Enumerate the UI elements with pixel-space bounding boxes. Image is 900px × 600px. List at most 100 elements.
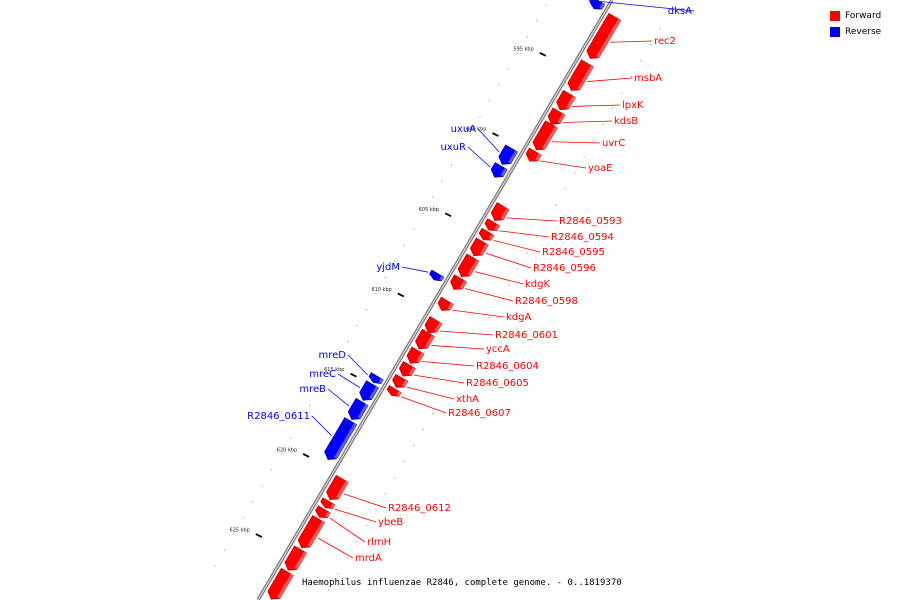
gene-R2846_0594[interactable] bbox=[483, 218, 501, 234]
gene-label[interactable]: R2846_0595 bbox=[542, 247, 605, 258]
gene-label[interactable]: uxuA bbox=[451, 124, 477, 135]
scale-dot bbox=[488, 316, 490, 318]
gene-arrow bbox=[490, 162, 508, 178]
gene-uxuA[interactable] bbox=[496, 144, 519, 168]
scale-dot bbox=[583, 156, 585, 158]
scale-dot bbox=[498, 84, 500, 86]
gene-kdsB[interactable] bbox=[545, 107, 566, 128]
gene-R2846_0604[interactable] bbox=[404, 346, 425, 367]
gene-label[interactable]: yjdM bbox=[376, 262, 400, 273]
gene-R2846_0596[interactable] bbox=[468, 237, 489, 260]
gene-label[interactable]: dksA bbox=[668, 6, 692, 17]
gene-leader bbox=[493, 239, 541, 253]
gene-leader bbox=[485, 252, 532, 269]
gene-label[interactable]: xthA bbox=[456, 394, 479, 405]
gene-R2846_0601[interactable] bbox=[422, 316, 443, 336]
gene-shine bbox=[401, 379, 408, 388]
gene-leader bbox=[588, 0, 695, 12]
gene-unnamed-31[interactable] bbox=[282, 545, 308, 574]
gene-ybeB[interactable] bbox=[319, 497, 336, 512]
gene-arrow bbox=[326, 474, 349, 501]
gene-label[interactable]: mreC bbox=[309, 369, 336, 380]
gene-R2846_0607[interactable] bbox=[385, 385, 402, 399]
scale-dot bbox=[517, 268, 519, 270]
gene-R2846_0593[interactable] bbox=[489, 202, 510, 225]
gene-label[interactable]: R2846_0596 bbox=[533, 263, 596, 274]
gene-xthA[interactable] bbox=[390, 373, 409, 391]
gene-label[interactable]: kdgK bbox=[525, 279, 550, 290]
gene-label[interactable]: R2846_0607 bbox=[448, 408, 511, 419]
gene-shine bbox=[357, 403, 369, 419]
legend-item-forward: Forward bbox=[790, 8, 900, 23]
gene-label[interactable]: msbA bbox=[634, 73, 662, 84]
gene-label[interactable]: R2846_0594 bbox=[551, 232, 614, 243]
gene-R2846_0605[interactable] bbox=[397, 360, 416, 379]
gene-leader bbox=[347, 354, 368, 376]
gene-mreB[interactable] bbox=[346, 397, 369, 423]
gene-shine bbox=[599, 2, 605, 10]
gene-label[interactable]: R2846_0593 bbox=[559, 216, 622, 227]
gene-label[interactable]: kdsB bbox=[614, 116, 638, 127]
gene-yjdM[interactable] bbox=[428, 269, 445, 284]
genes-layer bbox=[265, 0, 622, 600]
gene-label[interactable]: yoaE bbox=[588, 163, 612, 174]
gene-kdgK[interactable] bbox=[455, 253, 480, 280]
gene-label[interactable]: rlmH bbox=[367, 537, 391, 548]
gene-R2846_0598[interactable] bbox=[448, 274, 468, 293]
gene-mreD[interactable] bbox=[367, 372, 384, 387]
gene-leader bbox=[467, 146, 491, 168]
gene-shine bbox=[378, 378, 384, 384]
gene-label[interactable]: lpxK bbox=[622, 100, 644, 111]
gene-yccA[interactable] bbox=[413, 328, 435, 352]
gene-shine bbox=[596, 18, 621, 58]
gene-dksA[interactable] bbox=[588, 0, 606, 12]
gene-arrow bbox=[490, 202, 510, 221]
gene-label[interactable]: R2846_0605 bbox=[466, 378, 529, 389]
gene-arrow bbox=[484, 218, 501, 231]
gene-arrow bbox=[399, 360, 416, 377]
gene-label[interactable]: ybeB bbox=[378, 517, 403, 528]
gene-shine bbox=[434, 322, 442, 333]
scale-dot bbox=[403, 461, 405, 463]
gene-rec2[interactable] bbox=[584, 12, 622, 62]
gene-mreC[interactable] bbox=[357, 380, 379, 404]
tick-label: 605 kbp bbox=[419, 207, 439, 213]
gene-label[interactable]: R2846_0612 bbox=[388, 503, 451, 514]
gene-uvrC[interactable] bbox=[530, 120, 558, 154]
gene-shine bbox=[334, 423, 357, 459]
gene-R2846_0595[interactable] bbox=[477, 227, 495, 243]
gene-label[interactable]: mreB bbox=[299, 384, 326, 395]
gene-R2846_0611[interactable] bbox=[322, 417, 358, 464]
gene-R2846_0612[interactable] bbox=[324, 474, 349, 503]
gene-mrdA[interactable] bbox=[296, 514, 326, 551]
scale-dot bbox=[403, 244, 405, 246]
tick-mark bbox=[397, 292, 405, 298]
gene-unnamed-32[interactable] bbox=[265, 567, 294, 600]
gene-label[interactable]: R2846_0601 bbox=[495, 330, 558, 341]
gene-label[interactable]: R2846_0611 bbox=[247, 411, 310, 422]
gene-label[interactable]: rec2 bbox=[654, 36, 676, 47]
gene-label[interactable]: R2846_0598 bbox=[515, 296, 578, 307]
gene-arrow bbox=[386, 385, 402, 397]
scale-dot bbox=[365, 308, 367, 310]
gene-label[interactable]: uvrC bbox=[602, 138, 625, 149]
gene-label[interactable]: mrdA bbox=[355, 553, 382, 564]
scale-dot bbox=[488, 100, 490, 102]
gene-uxuR[interactable] bbox=[489, 162, 508, 181]
gene-label[interactable]: R2846_0604 bbox=[476, 361, 539, 372]
gene-leader bbox=[506, 217, 558, 222]
gene-leader bbox=[421, 361, 475, 367]
scale-dot bbox=[526, 252, 528, 254]
gene-label[interactable]: uxuR bbox=[440, 142, 466, 153]
gene-label[interactable]: mreD bbox=[319, 350, 347, 361]
gene-yoaE[interactable] bbox=[524, 147, 542, 165]
gene-label[interactable]: kdgA bbox=[506, 312, 531, 323]
gene-msbA[interactable] bbox=[565, 59, 594, 94]
gene-shine bbox=[330, 503, 336, 509]
gene-rlmH[interactable] bbox=[314, 505, 331, 521]
scale-dot bbox=[555, 204, 557, 206]
tick-620: 620 kbp bbox=[277, 447, 310, 458]
gene-lpxK[interactable] bbox=[554, 89, 576, 113]
gene-kdgA[interactable] bbox=[436, 296, 454, 314]
gene-label[interactable]: yccA bbox=[486, 344, 510, 355]
